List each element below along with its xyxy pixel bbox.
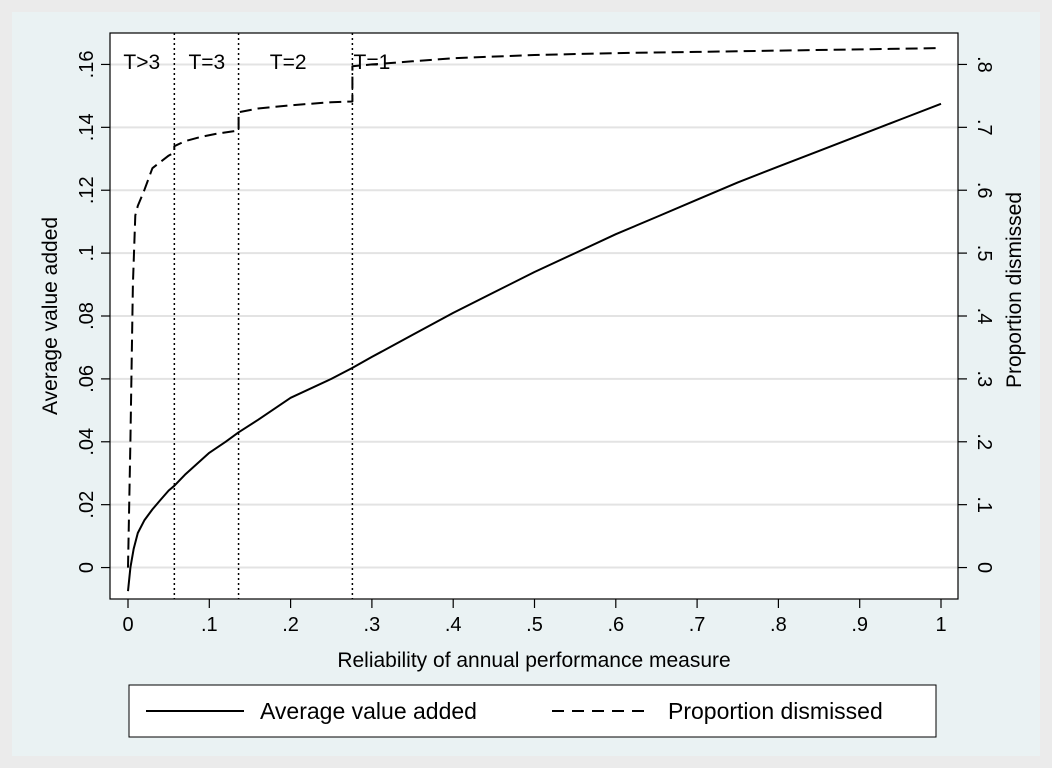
x-tick-label: .9 xyxy=(851,614,868,636)
legend-label-average-value-added: Average value added xyxy=(260,698,477,724)
legend-label-proportion-dismissed: Proportion dismissed xyxy=(668,698,883,724)
y-tick-label: .16 xyxy=(76,51,98,79)
y-tick-label: .14 xyxy=(76,113,98,141)
y-tick-label: .1 xyxy=(76,245,98,262)
y2-tick-label: .1 xyxy=(973,496,995,513)
y-axis-title: Average value added xyxy=(39,217,62,415)
x-tick-label: .1 xyxy=(201,614,218,636)
region-label: T=1 xyxy=(354,51,391,74)
y2-tick-label: .6 xyxy=(973,182,995,199)
region-label: T=2 xyxy=(270,51,307,74)
y-tick-label: .04 xyxy=(76,428,98,456)
x-tick-label: .7 xyxy=(689,614,706,636)
x-tick-label: .4 xyxy=(445,614,462,636)
x-tick-label: 1 xyxy=(935,614,946,636)
series-line-average-value-added xyxy=(127,102,942,592)
y-tick-label: 0 xyxy=(76,562,98,573)
series-group xyxy=(127,47,942,592)
y2-tick-label: .3 xyxy=(973,371,995,388)
y-tick-label: .12 xyxy=(76,176,98,204)
region-label: T=3 xyxy=(188,51,225,74)
region-label: T>3 xyxy=(123,51,160,74)
x-tick-label: .5 xyxy=(526,614,543,636)
y2-tick-label: .4 xyxy=(973,308,995,325)
region-labels: T>3 T=3 T=2 T=1 xyxy=(123,51,390,74)
gridlines xyxy=(110,63,958,569)
y2-axis-title: Proportion dismissed xyxy=(1003,192,1026,388)
y2-tick-label: 0 xyxy=(973,562,995,573)
threshold-lines xyxy=(173,33,354,599)
y-tick-label: .06 xyxy=(76,365,98,393)
y-tick-label: .02 xyxy=(76,491,98,519)
axes: 0 .02 .04 .06 .08 .1 .12 .14 .16 0 .1 .2 .3 .4 .5 .6 .7.… xyxy=(76,51,995,636)
y2-tick-label: .5 xyxy=(973,245,995,262)
x-tick-label: .3 xyxy=(364,614,381,636)
x-tick-label: .8 xyxy=(770,614,787,636)
y2-tick-label: .8 xyxy=(973,56,995,73)
y2-tick-label: .2 xyxy=(973,433,995,450)
x-tick-label: 0 xyxy=(122,614,133,636)
x-axis-title: Reliability of annual performance measur… xyxy=(337,649,730,672)
x-tick-label: .6 xyxy=(607,614,624,636)
y2-tick-label: .7 xyxy=(973,119,995,136)
y-tick-label: .08 xyxy=(76,302,98,330)
legend-box xyxy=(128,684,937,738)
x-tick-label: .2 xyxy=(282,614,299,636)
series-line-proportion-dismissed xyxy=(127,47,942,568)
